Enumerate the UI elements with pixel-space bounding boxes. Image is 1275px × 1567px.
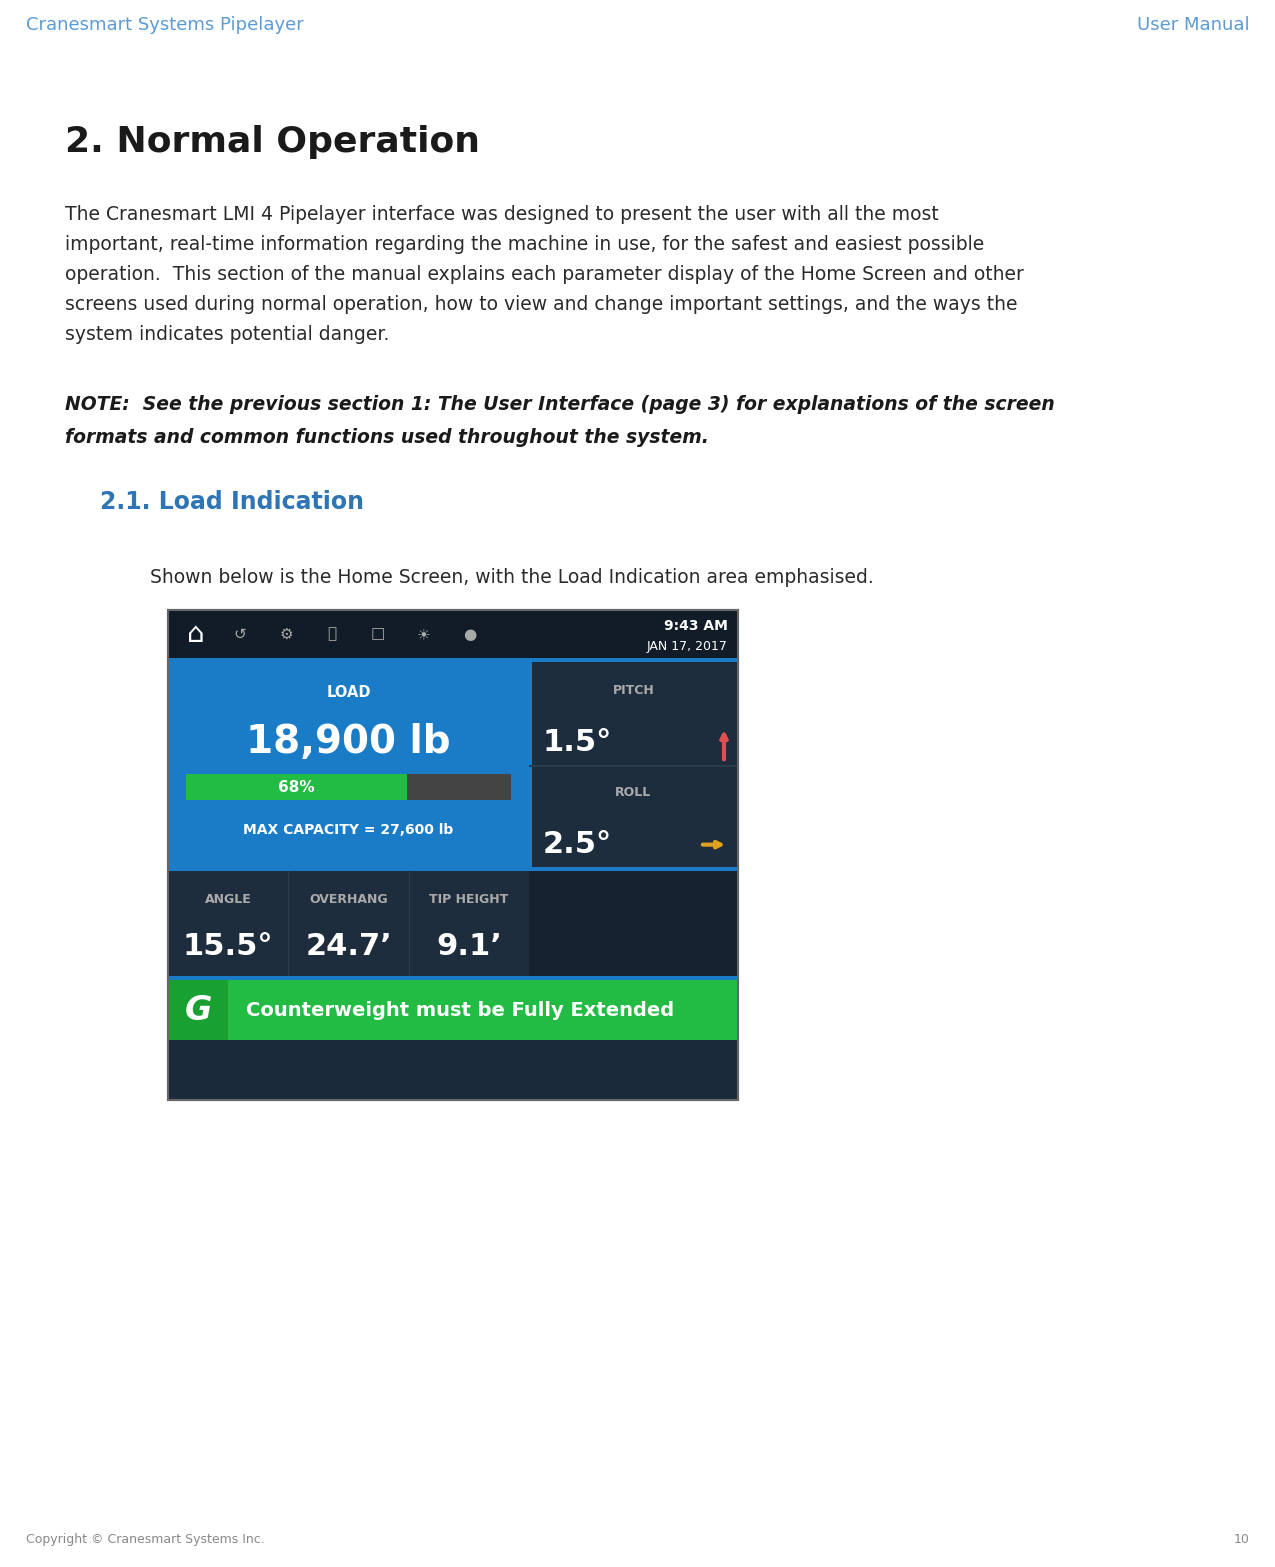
Bar xyxy=(529,663,532,867)
Bar xyxy=(168,976,738,979)
Text: LOAD: LOAD xyxy=(326,685,371,699)
Text: ⓘ: ⓘ xyxy=(328,627,337,641)
Text: Counterweight must be Fully Extended: Counterweight must be Fully Extended xyxy=(246,1001,674,1020)
Text: formats and common functions used throughout the system.: formats and common functions used throug… xyxy=(65,428,709,447)
Text: Shown below is the Home Screen, with the Load Indication area emphasised.: Shown below is the Home Screen, with the… xyxy=(150,569,873,588)
Text: ●: ● xyxy=(463,627,477,641)
Text: Copyright © Cranesmart Systems Inc.: Copyright © Cranesmart Systems Inc. xyxy=(26,1533,264,1547)
Text: ☀: ☀ xyxy=(417,627,431,641)
Text: ⚙: ⚙ xyxy=(279,627,293,641)
Text: important, real-time information regarding the machine in use, for the safest an: important, real-time information regardi… xyxy=(65,235,984,254)
Text: screens used during normal operation, how to view and change important settings,: screens used during normal operation, ho… xyxy=(65,295,1017,313)
Bar xyxy=(168,610,738,1100)
Text: 68%: 68% xyxy=(278,780,315,794)
Text: The Cranesmart LMI 4 Pipelayer interface was designed to present the user with a: The Cranesmart LMI 4 Pipelayer interface… xyxy=(65,205,938,224)
Text: 15.5°: 15.5° xyxy=(182,932,273,961)
Text: 2. Normal Operation: 2. Normal Operation xyxy=(65,125,479,160)
Text: OVERHANG: OVERHANG xyxy=(309,893,388,906)
Bar xyxy=(529,871,738,976)
Text: operation.  This section of the manual explains each parameter display of the Ho: operation. This section of the manual ex… xyxy=(65,265,1024,284)
Text: 10: 10 xyxy=(1234,1533,1250,1547)
Text: ⌂: ⌂ xyxy=(187,621,205,649)
Text: G: G xyxy=(185,993,212,1026)
Text: 24.7’: 24.7’ xyxy=(305,932,391,961)
Bar xyxy=(529,663,738,867)
Bar xyxy=(168,867,738,871)
Text: 9.1’: 9.1’ xyxy=(436,932,502,961)
Bar xyxy=(168,610,738,658)
Bar xyxy=(168,663,529,867)
Text: Cranesmart Systems Pipelayer: Cranesmart Systems Pipelayer xyxy=(26,16,303,34)
Text: 1.5°: 1.5° xyxy=(543,727,612,757)
Text: 2.5°: 2.5° xyxy=(543,831,612,859)
Bar xyxy=(186,774,511,801)
Bar xyxy=(168,871,738,976)
Text: ↺: ↺ xyxy=(233,627,246,641)
Bar xyxy=(168,979,228,1040)
Text: system indicates potential danger.: system indicates potential danger. xyxy=(65,324,389,345)
Text: ANGLE: ANGLE xyxy=(205,893,251,906)
Bar xyxy=(168,610,738,1100)
Text: 2.1. Load Indication: 2.1. Load Indication xyxy=(99,490,363,514)
Text: PITCH: PITCH xyxy=(612,683,654,697)
Text: □: □ xyxy=(371,627,385,641)
Bar xyxy=(186,774,407,801)
Text: User Manual: User Manual xyxy=(1137,16,1250,34)
Text: 9:43 AM: 9:43 AM xyxy=(664,619,728,633)
Bar xyxy=(529,765,738,766)
Text: NOTE:  See the previous section 1: The User Interface (page 3) for explanations : NOTE: See the previous section 1: The Us… xyxy=(65,395,1054,414)
Bar xyxy=(168,658,738,663)
Text: JAN 17, 2017: JAN 17, 2017 xyxy=(648,639,728,652)
Text: MAX CAPACITY = 27,600 lb: MAX CAPACITY = 27,600 lb xyxy=(244,823,454,837)
Text: TIP HEIGHT: TIP HEIGHT xyxy=(430,893,509,906)
Text: 18,900 lb: 18,900 lb xyxy=(246,722,451,762)
Text: ROLL: ROLL xyxy=(616,787,652,799)
Bar xyxy=(168,979,738,1040)
